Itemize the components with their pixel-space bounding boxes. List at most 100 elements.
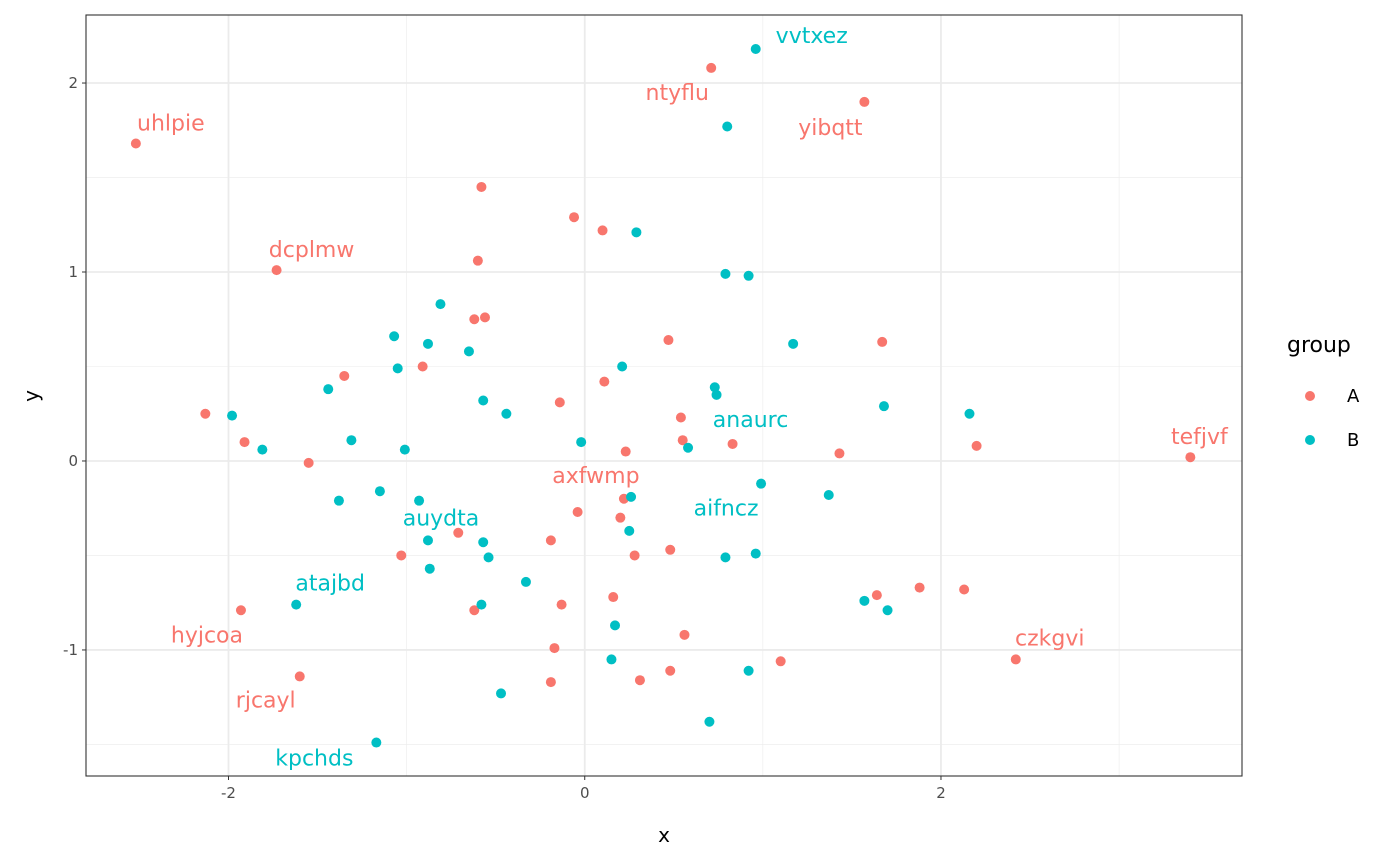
point-label: tefjvf <box>1171 425 1229 450</box>
point-label: czkgvi <box>1015 626 1084 651</box>
point-group-b <box>478 395 489 406</box>
point-group-b <box>709 382 720 393</box>
point-group-b <box>610 620 621 631</box>
point-group-b <box>483 552 494 563</box>
point-group-a <box>294 671 305 682</box>
point-group-a <box>545 677 556 688</box>
point-group-a <box>675 412 686 423</box>
point-group-b <box>478 537 489 548</box>
point-label: vvtxez <box>776 24 848 49</box>
point-group-a <box>629 550 640 561</box>
point-group-b <box>704 716 715 727</box>
point-group-b <box>520 576 531 587</box>
point-group-b <box>859 595 870 606</box>
point-group-b <box>626 491 637 502</box>
point-group-b <box>743 270 754 281</box>
point-label: axfwmp <box>552 464 639 489</box>
point-group-a <box>959 584 970 595</box>
point-group-b <box>346 435 357 446</box>
point-group-b <box>750 44 761 55</box>
point-group-a <box>200 408 211 419</box>
point-group-a <box>971 440 982 451</box>
point-group-b <box>624 525 635 536</box>
point-group-a <box>549 643 560 654</box>
point-label: hyjcoa <box>171 623 243 648</box>
point-group-b <box>878 401 889 412</box>
legend: group A B <box>1287 333 1360 451</box>
point-group-a <box>877 336 888 347</box>
point-group-a <box>271 265 282 276</box>
point-label: aifncz <box>694 497 759 522</box>
point-group-a <box>235 605 246 616</box>
point-group-a <box>727 438 738 449</box>
point-group-a <box>859 96 870 107</box>
legend-key-b <box>1305 435 1315 445</box>
legend-key-a <box>1305 391 1315 401</box>
y-tick-label: 0 <box>68 452 78 470</box>
point-label: atajbd <box>295 572 365 597</box>
point-group-b <box>576 437 587 448</box>
point-group-b <box>374 486 385 497</box>
legend-label-a: A <box>1347 386 1360 407</box>
point-group-a <box>396 550 407 561</box>
point-group-b <box>422 535 433 546</box>
point-group-a <box>615 512 626 523</box>
y-tick-label: 1 <box>68 263 78 281</box>
point-group-b <box>476 599 487 610</box>
point-label: yibqtt <box>798 116 863 141</box>
point-group-b <box>823 489 834 500</box>
point-group-b <box>371 737 382 748</box>
panel-border <box>85 14 1243 777</box>
point-group-b <box>227 410 238 421</box>
point-group-a <box>665 544 676 555</box>
point-group-b <box>333 495 344 506</box>
legend-label-b: B <box>1347 430 1359 451</box>
panel-background <box>86 15 1242 776</box>
point-group-b <box>496 688 507 699</box>
point-group-a <box>569 212 580 223</box>
point-group-a <box>663 335 674 346</box>
grid-lines <box>86 15 1242 776</box>
point-group-a <box>472 255 483 266</box>
point-group-a <box>677 435 688 446</box>
point-group-b <box>399 444 410 455</box>
point-group-a <box>469 605 480 616</box>
point-group-b <box>711 389 722 400</box>
point-group-b <box>501 408 512 419</box>
point-group-b <box>291 599 302 610</box>
point-group-b <box>720 552 731 563</box>
point-group-b <box>392 363 403 374</box>
point-group-b <box>720 268 731 279</box>
point-group-b <box>617 361 628 372</box>
point-group-a <box>469 314 480 325</box>
point-group-b <box>435 299 446 310</box>
point-group-a <box>417 361 428 372</box>
point-group-b <box>414 495 425 506</box>
point-group-a <box>871 590 882 601</box>
point-label: rjcayl <box>236 688 296 713</box>
point-label: kpchds <box>275 747 353 772</box>
point-group-a <box>1185 452 1196 463</box>
point-label: auydta <box>403 506 480 531</box>
point-group-b <box>424 563 435 574</box>
point-group-b <box>389 331 400 342</box>
point-group-a <box>775 656 786 667</box>
point-group-a <box>834 448 845 459</box>
point-group-b <box>631 227 642 238</box>
point-group-a <box>476 181 487 192</box>
point-group-a <box>572 507 583 518</box>
point-group-b <box>750 548 761 559</box>
y-axis-title: y <box>19 390 43 402</box>
point-group-b <box>257 444 268 455</box>
y-tick-label: -1 <box>63 641 78 659</box>
point-group-a <box>239 437 250 448</box>
y-tick-label: 2 <box>68 74 78 92</box>
point-group-a <box>679 629 690 640</box>
point-group-a <box>453 527 464 538</box>
point-label: dcplmw <box>269 238 355 263</box>
point-group-b <box>422 338 433 349</box>
point-label: uhlpie <box>137 112 205 137</box>
legend-title: group <box>1287 333 1351 358</box>
data-points <box>130 44 1196 748</box>
